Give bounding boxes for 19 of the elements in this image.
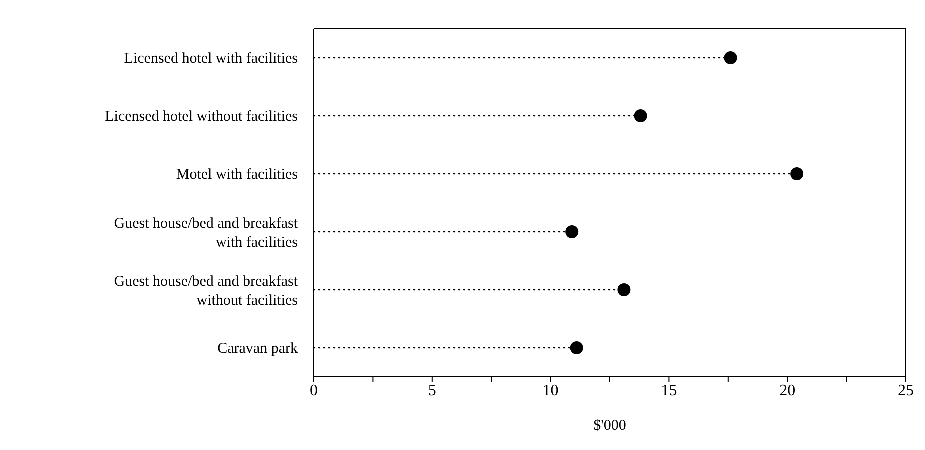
x-tick-label: 15 <box>661 382 678 400</box>
y-tick-label: Guest house/bed and breakfast without facilities <box>114 274 299 309</box>
y-tick-label: Guest house/bed and breakfast with facilities <box>114 216 299 251</box>
point <box>566 226 579 238</box>
x-tick-label: 10 <box>542 382 559 400</box>
x-tick-label: 20 <box>780 382 796 400</box>
y-tick-label: Motel with facilities <box>176 167 298 183</box>
point <box>790 168 804 180</box>
y-tick-label: Caravan park <box>218 341 298 357</box>
x-axis-title: $'000 <box>594 418 626 434</box>
y-tick-label: Licensed hotel without facilities <box>105 109 298 125</box>
x-tick-label: 25 <box>898 382 914 400</box>
y-tick-label: Licensed hotel with facilities <box>124 51 298 67</box>
point <box>634 110 648 122</box>
point <box>570 342 584 354</box>
x-tick-label: 0 <box>310 382 318 400</box>
point <box>618 284 631 296</box>
x-tick-label: 5 <box>428 382 436 400</box>
point <box>724 52 738 64</box>
